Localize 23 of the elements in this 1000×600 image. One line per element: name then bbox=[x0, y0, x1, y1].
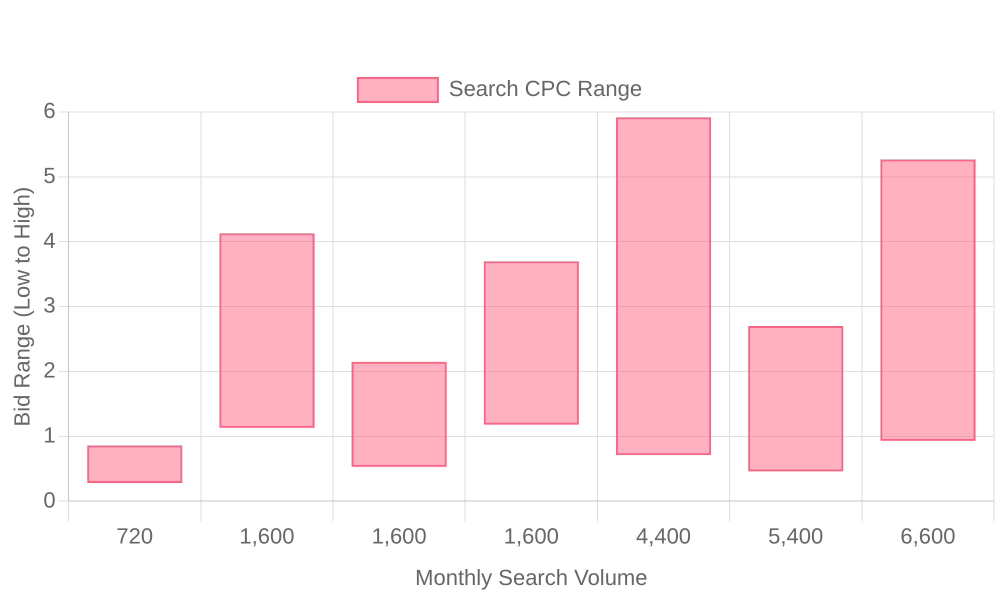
x-tick-label: 4,400 bbox=[636, 523, 692, 548]
x-tick-label: 1,600 bbox=[504, 523, 559, 548]
x-tick-label: 720 bbox=[116, 523, 154, 548]
bar bbox=[748, 326, 844, 472]
legend-label: Search CPC Range bbox=[448, 76, 642, 102]
y-tick-label: 2 bbox=[43, 358, 56, 383]
y-tick-label: 0 bbox=[43, 487, 56, 512]
x-tick-label: 1,600 bbox=[372, 523, 427, 548]
x-tick-label: 1,600 bbox=[239, 523, 294, 548]
y-tick-label: 4 bbox=[43, 228, 56, 253]
y-axis-title: Bid Range (Low to High) bbox=[9, 186, 34, 426]
bar bbox=[484, 261, 579, 425]
y-tick-label: 3 bbox=[43, 292, 56, 318]
bar bbox=[219, 233, 315, 428]
y-tick-label: 6 bbox=[43, 98, 56, 124]
x-tick-label: 5,400 bbox=[768, 523, 824, 548]
bar bbox=[616, 117, 712, 456]
y-tick-label: 5 bbox=[43, 162, 56, 188]
y-tick-label: 1 bbox=[43, 422, 56, 448]
x-tick-label: 6,600 bbox=[900, 523, 956, 548]
bar bbox=[87, 445, 182, 484]
bar bbox=[352, 362, 447, 467]
x-axis-title: Monthly Search Volume bbox=[415, 564, 648, 590]
